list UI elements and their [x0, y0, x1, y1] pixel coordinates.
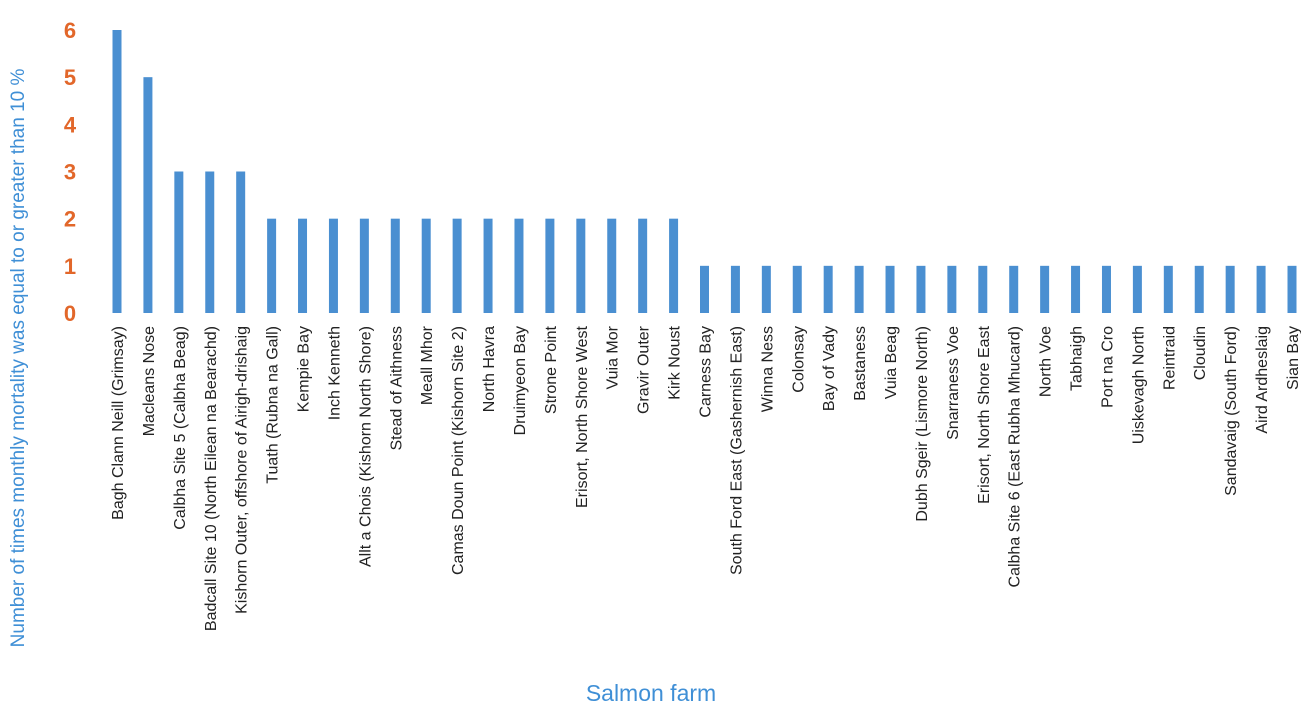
bar	[1132, 265, 1142, 313]
bar	[205, 171, 215, 313]
x-tick-label: Cloudin	[1192, 326, 1209, 380]
x-tick-label: Meall Mhor	[419, 325, 436, 405]
x-tick-label: Port na Cro	[1099, 326, 1116, 408]
x-tick-label: Carness Bay	[698, 326, 715, 418]
x-tick-label: Dubh Sgeir (Lismore North)	[914, 326, 931, 522]
y-tick-label: 1	[64, 254, 76, 279]
x-tick-label: Tuath (Rubna na Gall)	[265, 326, 282, 484]
bar	[978, 265, 988, 313]
x-tick-label: Reintraid	[1161, 326, 1178, 390]
bar	[1287, 265, 1297, 313]
x-tick-label: Calbha Site 5 (Calbha Beag)	[172, 326, 189, 530]
x-tick-label: Inch Kenneth	[326, 326, 343, 420]
x-tick-label: Bay of Vady	[821, 326, 838, 411]
y-axis-label: Number of times monthly mortality was eq…	[8, 69, 29, 648]
x-tick-label: Allt a Chois (Kishorn North Shore)	[357, 326, 374, 567]
bar	[143, 77, 153, 313]
x-tick-label: Erisort, North Shore West	[574, 325, 591, 508]
y-tick-label: 5	[64, 65, 76, 90]
x-tick-label: Snarraness Voe	[945, 326, 962, 440]
bar	[112, 30, 122, 313]
bar	[514, 218, 524, 313]
bar	[638, 218, 648, 313]
x-tick-label: Macleans Nose	[141, 326, 158, 436]
bar	[390, 218, 400, 313]
bar	[761, 265, 771, 313]
bar	[267, 218, 277, 313]
bar	[1256, 265, 1266, 313]
x-tick-label: Tabhaigh	[1069, 326, 1086, 391]
bar	[1101, 265, 1111, 313]
x-tick-label: Kirk Noust	[667, 325, 684, 399]
x-tick-label: Badcall Site 10 (North Eilean na Bearach…	[203, 326, 220, 631]
x-tick-label: Bastaness	[852, 326, 869, 401]
y-tick-label: 3	[64, 160, 76, 185]
x-tick-label: Winna Ness	[759, 326, 776, 412]
y-tick-label: 6	[64, 18, 76, 43]
bar	[823, 265, 833, 313]
bar	[576, 218, 586, 313]
bar	[328, 218, 338, 313]
x-tick-label: Sandavaig (South Ford)	[1223, 326, 1240, 496]
x-tick-label: Vuia Mor	[605, 325, 622, 389]
x-tick-label: North Voe	[1038, 326, 1055, 397]
x-tick-label: Strone Point	[543, 325, 560, 414]
x-tick-label: Gravir Outer	[636, 325, 653, 414]
y-tick-label: 2	[64, 207, 76, 232]
bar	[792, 265, 802, 313]
x-tick-label: Uiskevagh North	[1130, 326, 1147, 444]
x-tick-label: Calbha Site 6 (East Rubha Mhucard)	[1007, 326, 1024, 587]
bar	[730, 265, 740, 313]
bar	[947, 265, 957, 313]
bar	[545, 218, 555, 313]
bar	[1194, 265, 1204, 313]
y-tick-label: 0	[64, 301, 76, 326]
x-tick-label: Kempie Bay	[296, 326, 313, 412]
bar	[236, 171, 246, 313]
x-tick-label: Kishorn Outer, offshore of Airigh-drisha…	[234, 326, 251, 614]
bar	[483, 218, 493, 313]
bar	[916, 265, 926, 313]
x-tick-label: Camas Doun Point (Kishorn Site 2)	[450, 326, 467, 575]
bar	[700, 265, 709, 313]
bar	[1163, 265, 1173, 313]
bars	[112, 30, 1297, 313]
y-tick-label: 4	[64, 112, 77, 137]
bar	[854, 265, 864, 313]
y-tick-labels: 0 1 2 3 4 5 6	[64, 18, 77, 326]
x-tick-label: Vuia Beag	[883, 326, 900, 399]
x-tick-label: Stead of Aithness	[388, 326, 405, 451]
bar	[359, 218, 369, 313]
bar	[669, 218, 679, 313]
bar	[607, 218, 617, 313]
bar	[1071, 265, 1081, 313]
x-tick-label: North Havra	[481, 326, 498, 412]
bar	[298, 218, 308, 313]
x-axis-label: Salmon farm	[586, 680, 716, 706]
bar	[174, 171, 184, 313]
bar	[452, 218, 462, 313]
x-tick-label: Colonsay	[790, 326, 807, 393]
bar	[1225, 265, 1235, 313]
x-tick-label: Erisort, North Shore East	[976, 325, 993, 503]
bar	[1040, 265, 1050, 313]
x-tick-label: Bagh Clann Neill (Grimsay)	[110, 326, 127, 520]
x-tick-label: Druimyeon Bay	[512, 326, 529, 435]
x-tick-label: Aird Ardheslaig	[1254, 326, 1271, 434]
x-tick-label: Sian Bay	[1285, 326, 1301, 390]
bar	[421, 218, 431, 313]
bar	[885, 265, 895, 313]
bar	[1009, 265, 1019, 313]
x-tick-label: South Ford East (Gashernish East)	[728, 326, 745, 575]
x-tick-labels: Bagh Clann Neill (Grimsay) Macleans Nose C…	[110, 325, 1301, 631]
